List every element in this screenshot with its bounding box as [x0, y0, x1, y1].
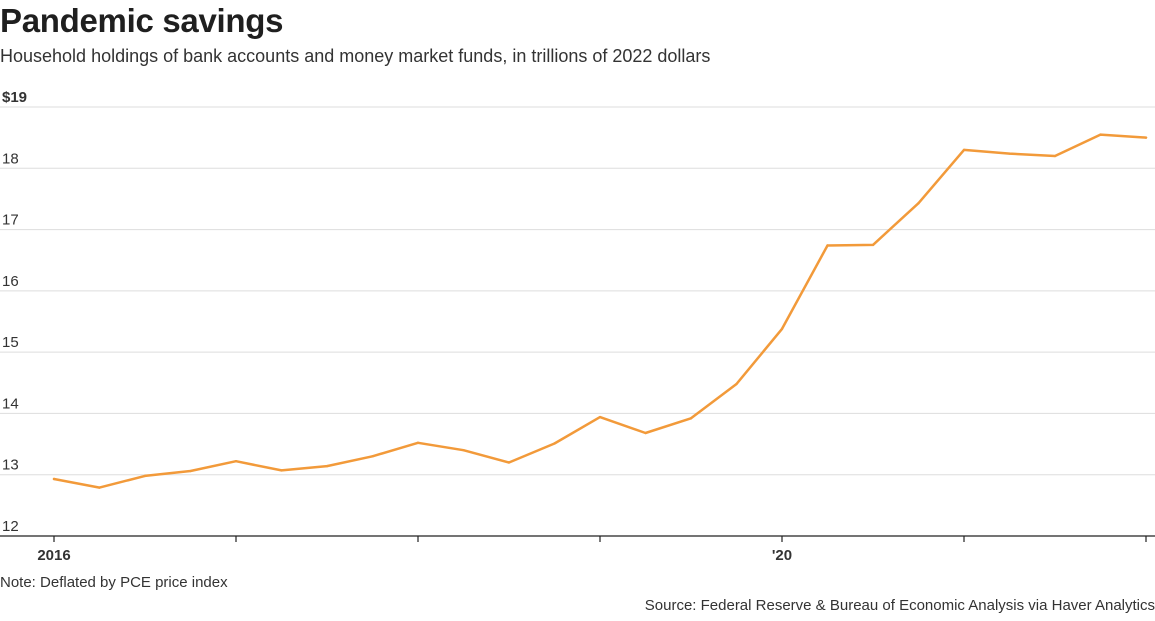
x-axis: 2016 '20: [0, 535, 1155, 564]
y-tick-label: 15: [2, 334, 19, 351]
chart-note: Note: Deflated by PCE price index: [0, 574, 228, 591]
grid-lines: [0, 106, 1155, 476]
data-point: [917, 202, 920, 205]
data-point: [143, 474, 147, 478]
data-point: [962, 148, 966, 152]
y-tick-label: 13: [2, 457, 19, 474]
data-point: [98, 486, 101, 489]
y-tick-label: 17: [2, 212, 19, 229]
y-tick-label: $19: [2, 89, 27, 106]
data-point: [462, 449, 465, 452]
data-point: [871, 243, 875, 247]
data-point: [644, 431, 647, 435]
data-point: [1144, 136, 1148, 139]
data-point: [1008, 152, 1011, 155]
chart-subtitle: Household holdings of bank accounts and …: [0, 46, 711, 66]
series-line: [52, 133, 1148, 489]
y-tick-label: 16: [2, 273, 19, 290]
data-point: [1053, 154, 1057, 158]
data-point: [507, 461, 511, 464]
data-point: [689, 417, 693, 420]
data-point: [780, 327, 784, 331]
data-point: [1099, 133, 1102, 136]
y-axis-labels: 12 13 14 15 16 17 18 $19: [2, 89, 27, 535]
data-point: [325, 464, 329, 468]
series: [52, 133, 1148, 489]
data-point: [52, 477, 56, 481]
y-tick-label: 18: [2, 150, 19, 167]
data-point: [234, 460, 238, 463]
data-point: [371, 455, 374, 458]
data-point: [189, 469, 192, 473]
y-tick-label: 12: [2, 518, 19, 535]
y-tick-label: 14: [2, 395, 19, 412]
data-point: [735, 382, 738, 386]
chart-title: Pandemic savings: [0, 2, 284, 39]
chart-source: Source: Federal Reserve & Bureau of Econ…: [644, 597, 1155, 614]
x-tick-label: '20: [772, 547, 792, 564]
data-point: [826, 244, 829, 247]
data-point: [416, 441, 420, 445]
x-tick-label: 2016: [37, 547, 70, 564]
data-point: [553, 442, 556, 445]
data-point: [598, 415, 602, 419]
data-point: [280, 469, 283, 472]
